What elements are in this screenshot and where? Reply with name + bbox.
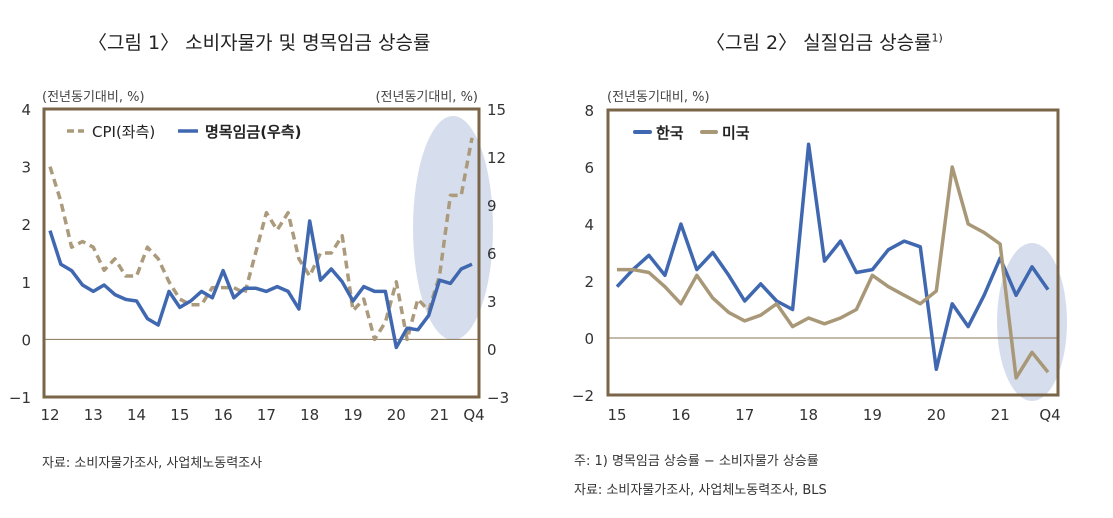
chart2-title-text: 〈그림 2〉 실질임금 상승률 [706,32,932,54]
y-left-unit-label: (전년동기대비, %) [42,90,145,105]
y-left-tick-label: 2 [21,216,31,234]
y-right-tick-label: −3 [487,389,509,407]
legend-label-us: 미국 [722,124,750,142]
x-tick-label: 20 [927,406,946,424]
plot-frame [42,107,481,399]
x-tick-label: 19 [343,406,362,424]
legend-label-cpi: CPI(좌측) [92,123,155,141]
x-tick-label: 18 [799,406,818,424]
y-right-tick-label: 9 [487,197,497,215]
plot-frame [606,108,1060,397]
y-right-tick-label: 3 [487,293,497,311]
x-tick-label: 13 [84,406,103,424]
y-tick-label: 0 [584,330,594,348]
x-tick-label: 21 [991,406,1010,424]
y-unit-label: (전년동기대비, %) [607,90,710,105]
y-left-tick-label: 4 [21,101,31,119]
y-left-tick-label: −1 [9,389,31,407]
x-tick-label: 15 [607,406,626,424]
x-tick-label: 17 [257,406,276,424]
x-tick-label: 17 [735,406,754,424]
y-tick-label: −2 [572,387,594,405]
x-tick-label: 19 [863,406,882,424]
x-tick-label: 15 [170,406,189,424]
y-tick-label: 6 [584,159,594,177]
series-line-us [617,165,1050,380]
legend-label-wage: 명목임금(우측) [205,123,302,141]
x-tick-label: 14 [127,406,146,424]
x-tick-label: 16 [671,406,690,424]
chart1-source: 자료: 소비자물가조사, 사업체노동력조사 [42,456,263,471]
x-tick-label: 16 [214,406,233,424]
series-line-wage [48,219,473,350]
y-tick-label: 2 [584,273,594,291]
x-tick-label: 21 [430,406,449,424]
y-left-tick-label: 0 [21,331,31,349]
x-tick-label: 18 [300,406,319,424]
x-tick-label: Q4 [1039,406,1060,424]
x-tick-label: 12 [40,406,59,424]
y-tick-label: 8 [584,102,594,120]
series-line-korea [615,142,1050,372]
y-left-tick-label: 1 [21,274,31,292]
series-line-cpi [48,137,474,342]
chart2-title: 〈그림 2〉 실질임금 상승률1) [706,28,943,55]
chart2-note: 주: 1) 명목임금 상승률 − 소비자물가 상승률 [574,454,819,469]
legend-label-korea: 한국 [656,124,684,142]
y-right-tick-label: 15 [487,101,506,119]
chart1-title: 〈그림 1〉 소비자물가 및 명목임금 상승률 [88,32,431,54]
chart2-source: 자료: 소비자물가조사, 사업체노동력조사, BLS [574,483,827,498]
highlight-ellipse [413,116,493,340]
y-right-unit-label: (전년동기대비, %) [375,90,478,105]
y-right-tick-label: 0 [487,341,497,359]
y-tick-label: 4 [584,216,594,234]
x-tick-label: 20 [387,406,406,424]
y-left-tick-label: 3 [21,159,31,177]
chart2-title-footnote-mark: 1) [931,31,943,45]
x-tick-label: Q4 [463,406,484,424]
y-right-tick-label: 6 [487,245,497,263]
y-right-tick-label: 12 [487,149,506,167]
